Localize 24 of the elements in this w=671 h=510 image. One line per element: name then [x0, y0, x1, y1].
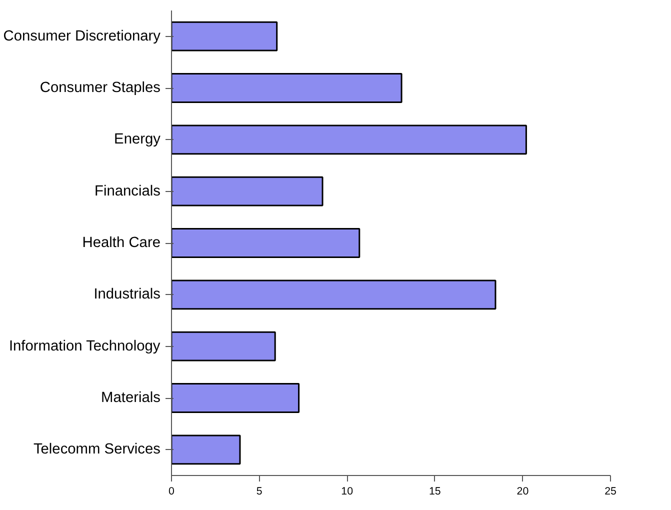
y-tick-label: Health Care	[82, 235, 161, 251]
bar	[172, 228, 360, 258]
x-tick-label: 25	[604, 486, 616, 498]
y-tick-label: Information Technology	[8, 338, 161, 354]
y-tick-label: Telecomm Services	[33, 442, 161, 458]
bar	[172, 434, 241, 465]
x-tick-label: 10	[341, 486, 354, 498]
bar	[172, 124, 527, 155]
y-tick-label: Industrials	[94, 286, 161, 303]
bar	[172, 21, 278, 52]
y-tick-label: Financials	[94, 183, 161, 200]
bar	[172, 331, 276, 362]
y-tick-label: Energy	[114, 132, 162, 148]
y-tick-label: Consumer Discretionary	[3, 28, 162, 44]
y-tick-label: Consumer Staples	[40, 80, 161, 96]
x-tick-label: 15	[428, 486, 441, 498]
x-tick-label: 20	[516, 486, 529, 498]
x-tick-label: 0	[168, 486, 175, 498]
bar	[172, 280, 496, 310]
bar	[172, 176, 324, 206]
y-tick-label: Materials	[101, 390, 161, 406]
x-tick-label: 5	[256, 486, 262, 498]
bar	[172, 383, 300, 413]
bar	[172, 73, 402, 103]
